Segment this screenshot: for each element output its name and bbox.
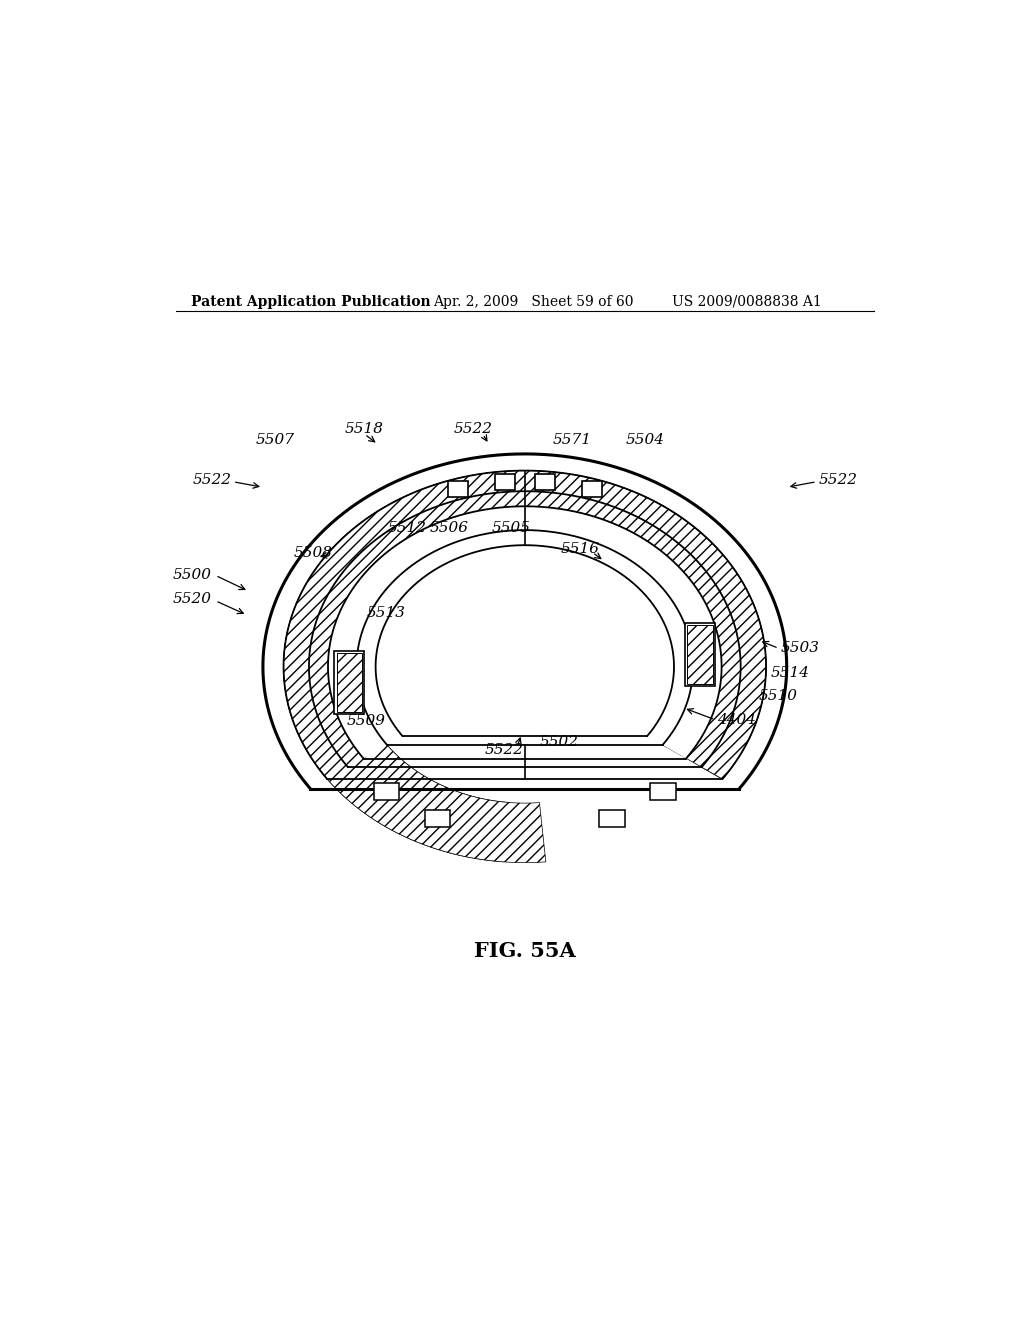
Polygon shape — [263, 454, 786, 788]
Bar — [334, 651, 365, 714]
FancyBboxPatch shape — [582, 480, 601, 496]
Text: 5516: 5516 — [561, 543, 600, 556]
Text: 5514: 5514 — [771, 667, 810, 680]
Text: 5508: 5508 — [294, 546, 333, 560]
Polygon shape — [328, 744, 510, 862]
Text: 5500: 5500 — [172, 569, 211, 582]
Polygon shape — [356, 531, 693, 744]
Text: 5504: 5504 — [626, 433, 665, 447]
Text: 5522: 5522 — [484, 743, 523, 756]
Polygon shape — [284, 471, 766, 862]
Text: 4404: 4404 — [717, 713, 756, 727]
Polygon shape — [376, 545, 674, 737]
Text: 5512: 5512 — [388, 520, 427, 535]
Text: 5520: 5520 — [172, 593, 211, 606]
Bar — [685, 623, 715, 686]
Text: 5509: 5509 — [346, 714, 386, 727]
Polygon shape — [309, 491, 740, 767]
Polygon shape — [284, 480, 458, 779]
Bar — [337, 653, 362, 711]
Text: 5507: 5507 — [255, 433, 294, 447]
Polygon shape — [263, 454, 786, 788]
Polygon shape — [592, 480, 766, 779]
Text: 5571: 5571 — [553, 433, 592, 447]
Text: Patent Application Publication: Patent Application Publication — [191, 294, 431, 309]
Text: 5518: 5518 — [345, 421, 384, 436]
FancyBboxPatch shape — [449, 480, 468, 496]
FancyBboxPatch shape — [535, 474, 555, 490]
Bar — [650, 783, 676, 800]
Bar — [687, 626, 713, 684]
Text: 5503: 5503 — [780, 642, 819, 655]
Text: 5513: 5513 — [367, 606, 406, 620]
Text: 5522: 5522 — [193, 473, 231, 487]
FancyBboxPatch shape — [495, 474, 515, 490]
Text: 5510: 5510 — [759, 689, 798, 704]
Text: US 2009/0088838 A1: US 2009/0088838 A1 — [672, 294, 821, 309]
Polygon shape — [284, 471, 766, 779]
Bar — [425, 810, 451, 828]
Text: FIG. 55A: FIG. 55A — [474, 941, 575, 961]
Text: Apr. 2, 2009   Sheet 59 of 60: Apr. 2, 2009 Sheet 59 of 60 — [433, 294, 634, 309]
Text: 5522: 5522 — [454, 421, 493, 436]
Polygon shape — [376, 545, 674, 737]
Text: 5506: 5506 — [430, 520, 469, 535]
Polygon shape — [328, 507, 722, 759]
Bar — [599, 810, 625, 828]
Bar — [374, 783, 399, 800]
Text: 5522: 5522 — [818, 473, 857, 487]
Text: 5505: 5505 — [492, 520, 530, 535]
Polygon shape — [284, 471, 766, 779]
Text: 5502: 5502 — [540, 735, 579, 748]
Polygon shape — [356, 531, 693, 744]
